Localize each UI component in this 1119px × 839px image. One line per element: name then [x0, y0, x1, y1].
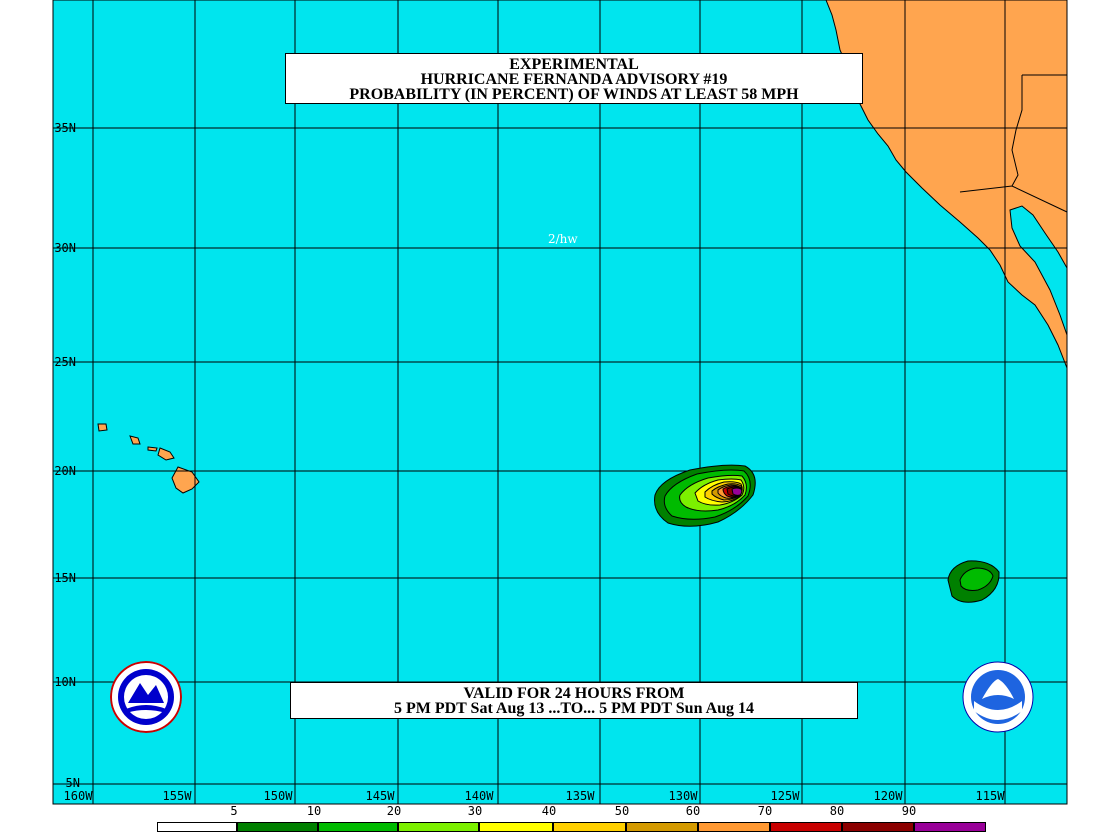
- legend-swatch: [398, 822, 479, 832]
- legend-label-30: 30: [467, 804, 483, 818]
- legend-label-5: 5: [230, 804, 238, 818]
- legend-swatch: [698, 822, 770, 832]
- legend-label-40: 40: [541, 804, 557, 818]
- lat-label-30n: 30N: [54, 241, 76, 255]
- lon-label-140w: 140W: [464, 789, 494, 803]
- title-line-2: HURRICANE FERNANDA ADVISORY #19: [420, 71, 728, 88]
- lon-label-145w: 145W: [365, 789, 395, 803]
- legend-label-10: 10: [306, 804, 322, 818]
- legend-swatch: [157, 822, 237, 832]
- legend-label-20: 20: [386, 804, 402, 818]
- title-box: EXPERIMENTAL HURRICANE FERNANDA ADVISORY…: [285, 53, 863, 104]
- nws-logo-icon: [110, 661, 182, 733]
- legend-swatch: [237, 822, 318, 832]
- legend-swatch: [842, 822, 914, 832]
- lat-label-5n: 5N: [65, 776, 80, 790]
- hawaii-oahu: [129, 435, 141, 445]
- hawaii-maui: [157, 447, 175, 461]
- lon-label-135w: 135W: [565, 789, 595, 803]
- legend-swatch: [770, 822, 842, 832]
- lon-label-160w: 160W: [63, 789, 93, 803]
- legend-color-bar: [157, 822, 986, 832]
- legend-swatch: [626, 822, 698, 832]
- lat-lon-grid: [52, 0, 1068, 805]
- lon-label-120w: 120W: [873, 789, 903, 803]
- lon-label-115w: 115W: [975, 789, 1005, 803]
- lat-label-20n: 20N: [54, 464, 76, 478]
- probability-contours: [654, 464, 1000, 603]
- valid-period-box: VALID FOR 24 HOURS FROM 5 PM PDT Sat Aug…: [290, 682, 858, 719]
- title-line-3: PROBABILITY (IN PERCENT) OF WINDS AT LEA…: [349, 86, 799, 103]
- legend-swatch: [318, 822, 398, 832]
- hawaii-molokai: [147, 446, 158, 452]
- lon-label-125w: 125W: [770, 789, 800, 803]
- legend-label-70: 70: [757, 804, 773, 818]
- legend-label-80: 80: [829, 804, 845, 818]
- legend-label-60: 60: [685, 804, 701, 818]
- legend-swatch: [914, 822, 986, 832]
- lat-label-35n: 35N: [54, 121, 76, 135]
- state-border: [959, 74, 1068, 213]
- lat-label-10n: 10N: [54, 675, 76, 689]
- lon-label-150w: 150W: [263, 789, 293, 803]
- hawaii-big-island: [171, 466, 200, 494]
- forecaster-initials: 2/hw: [548, 232, 578, 246]
- valid-line-2: 5 PM PDT Sat Aug 13 ...TO... 5 PM PDT Su…: [393, 700, 755, 717]
- lat-label-25n: 25N: [54, 355, 76, 369]
- title-line-1: EXPERIMENTAL: [509, 56, 639, 73]
- noaa-logo-icon: [962, 661, 1034, 733]
- secondary-contour-10: [959, 567, 994, 591]
- legend-label-90: 90: [901, 804, 917, 818]
- hawaii-kauai: [97, 423, 108, 432]
- valid-line-1: VALID FOR 24 HOURS FROM: [463, 685, 685, 702]
- lat-label-15n: 15N: [54, 571, 76, 585]
- lon-label-130w: 130W: [668, 789, 698, 803]
- legend-swatch: [553, 822, 626, 832]
- legend-swatch: [479, 822, 553, 832]
- contour-90: [731, 487, 743, 496]
- lon-label-155w: 155W: [162, 789, 192, 803]
- legend-label-50: 50: [614, 804, 630, 818]
- map-border: [52, 0, 1068, 805]
